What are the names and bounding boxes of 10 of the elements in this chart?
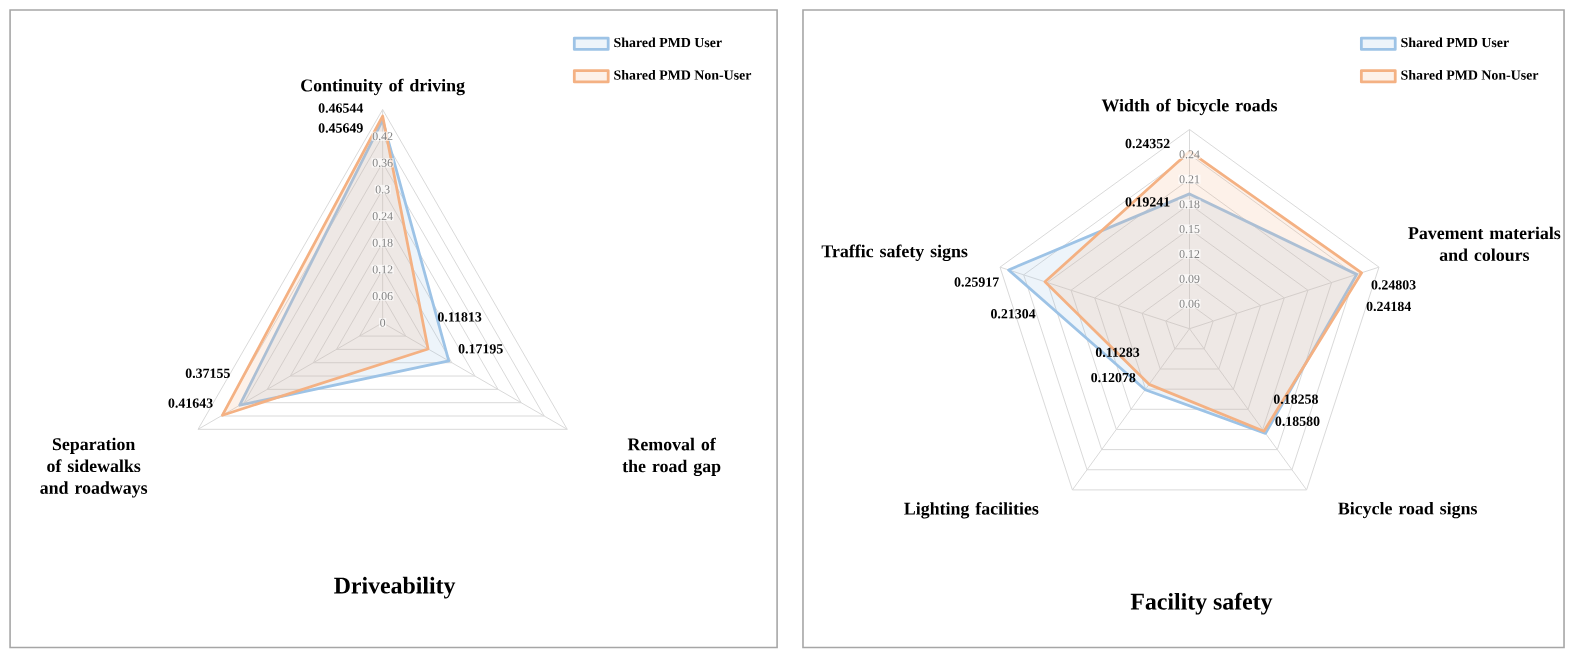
spoke-label: Continuity of driving bbox=[301, 79, 465, 96]
text: Facility safety bbox=[1130, 592, 1273, 615]
spoke-label: Pavement materials and colours bbox=[1408, 226, 1561, 262]
spoke-label: Bicycle road signs bbox=[1338, 502, 1478, 519]
spoke-label: Removal of the road gap bbox=[622, 437, 721, 477]
spoke-label: Width of bicycle roads bbox=[1101, 99, 1278, 116]
spoke-label: Separation of sidewalks and roadways bbox=[40, 437, 148, 498]
text: Driveability bbox=[334, 577, 456, 599]
spoke-label: Traffic safety signs bbox=[821, 244, 968, 262]
spoke-label: Lighting facilities bbox=[904, 502, 1039, 519]
